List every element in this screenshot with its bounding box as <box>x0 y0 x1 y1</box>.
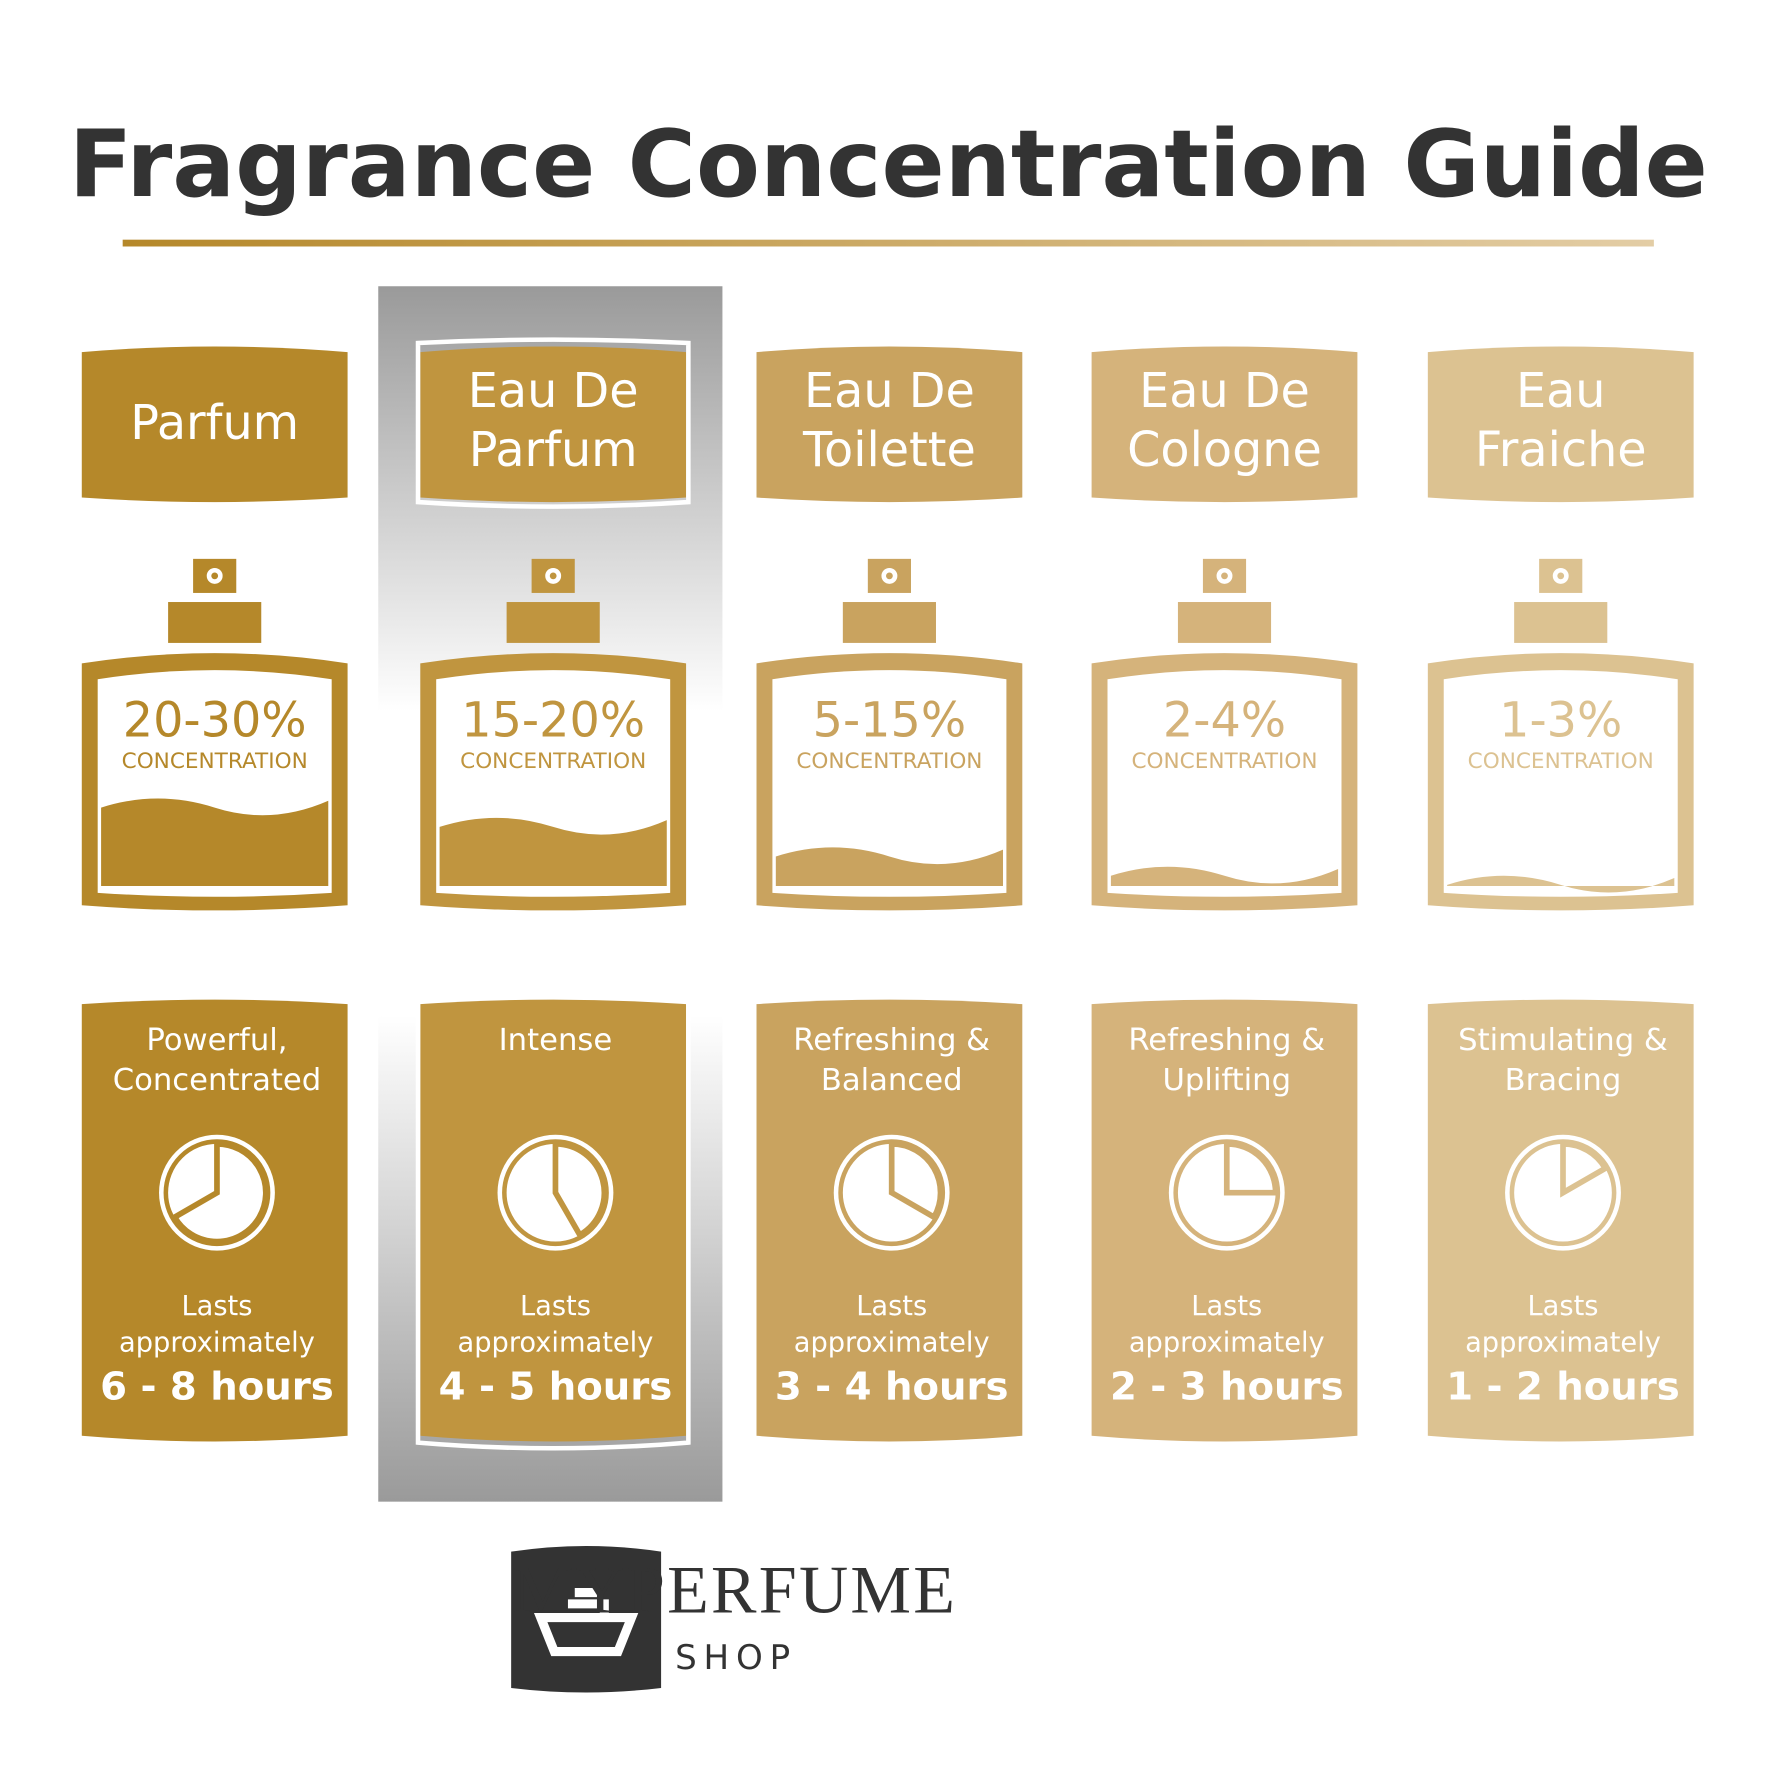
lasts-label: approximately <box>458 1327 654 1358</box>
concentration-label: CONCENTRATION <box>796 749 982 774</box>
header-border <box>415 337 691 509</box>
hours: 2 - 3 hours <box>1110 1365 1344 1410</box>
description: Uplifting <box>1162 1063 1291 1098</box>
bottle-inner <box>1107 670 1342 897</box>
description: Stimulating & <box>1458 1023 1668 1058</box>
clock-sector <box>1223 1141 1279 1196</box>
cap-dot <box>1221 572 1228 580</box>
column-name: Eau <box>1516 364 1606 419</box>
bottle-neck <box>168 602 262 643</box>
bottle-liquid <box>1110 866 1339 887</box>
logo-sub: SHOP <box>675 1638 797 1678</box>
column-name: Toilette <box>802 423 976 478</box>
cap-dot <box>886 572 893 580</box>
header-box <box>756 346 1023 503</box>
column-name: Eau De <box>1139 364 1310 419</box>
column-name: Eau De <box>468 364 639 419</box>
concentration: 5-15% <box>813 694 967 749</box>
column-name: Cologne <box>1127 423 1322 478</box>
description: Concentrated <box>113 1063 322 1098</box>
concentration-label: CONCENTRATION <box>122 749 308 774</box>
cap-dot <box>211 572 219 580</box>
bottle-liquid <box>1447 875 1675 893</box>
lasts-label: Lasts <box>856 1291 927 1322</box>
title-underline <box>122 239 1654 247</box>
bottle-neck <box>1177 602 1272 643</box>
bottle-liquid <box>439 817 667 887</box>
content: Fragrance Concentration Guide MYPERFUME … <box>69 110 1708 1693</box>
header-box <box>420 346 687 503</box>
bottle-liquid <box>101 798 329 887</box>
concentration: 1-3% <box>1499 694 1622 749</box>
description: Balanced <box>821 1063 963 1098</box>
concentration: 20-30% <box>123 694 307 749</box>
concentration-label: CONCENTRATION <box>1468 749 1654 774</box>
bottle-liquid <box>775 847 1003 887</box>
bottle-inner <box>772 670 1007 897</box>
header-box <box>1091 346 1358 503</box>
title: Fragrance Concentration Guide <box>69 110 1708 218</box>
logo: MYPERFUME SHOP <box>511 1545 958 1693</box>
concentration: 2-4% <box>1163 694 1286 749</box>
column-name: Eau De <box>804 364 975 419</box>
description: Refreshing & <box>1128 1023 1325 1058</box>
lasts-label: approximately <box>119 1327 315 1358</box>
clock-sector <box>1560 1141 1610 1198</box>
lasts-label: approximately <box>1465 1327 1661 1358</box>
cap-dot <box>549 572 557 580</box>
card-border <box>415 991 691 1451</box>
bottle-neck <box>842 602 936 643</box>
hours: 4 - 5 hours <box>439 1365 673 1410</box>
concentration-label: CONCENTRATION <box>1131 749 1317 774</box>
clock-sector <box>552 1141 608 1239</box>
bottle-neck <box>1514 602 1608 643</box>
bottle-inner <box>1443 670 1678 897</box>
header-box <box>81 346 348 503</box>
description: Intense <box>499 1023 613 1058</box>
lasts-label: approximately <box>1129 1327 1325 1358</box>
column-name: Fraiche <box>1475 423 1647 478</box>
bottle-neck <box>506 602 600 643</box>
concentration-label: CONCENTRATION <box>460 749 646 774</box>
description: Bracing <box>1505 1063 1622 1098</box>
lasts-label: Lasts <box>520 1291 591 1322</box>
column-name: Parfum <box>469 423 638 478</box>
clock-sector <box>170 1141 269 1245</box>
concentration: 15-20% <box>461 694 645 749</box>
clock-sector <box>888 1141 944 1221</box>
description: Refreshing & <box>793 1023 990 1058</box>
column-name: Parfum <box>130 396 299 451</box>
logo-brand: MYPERFUME <box>513 1552 958 1628</box>
hours: 6 - 8 hours <box>100 1365 334 1410</box>
header-box <box>1427 346 1694 503</box>
hours: 3 - 4 hours <box>775 1365 1009 1410</box>
hours: 1 - 2 hours <box>1446 1365 1680 1410</box>
lasts-label: approximately <box>794 1327 990 1358</box>
logo-icon <box>533 1587 639 1657</box>
lasts-label: Lasts <box>1528 1291 1599 1322</box>
lasts-label: Lasts <box>181 1291 252 1322</box>
cap-dot <box>1557 572 1565 580</box>
lasts-label: Lasts <box>1191 1291 1262 1322</box>
description: Powerful, <box>146 1023 287 1058</box>
